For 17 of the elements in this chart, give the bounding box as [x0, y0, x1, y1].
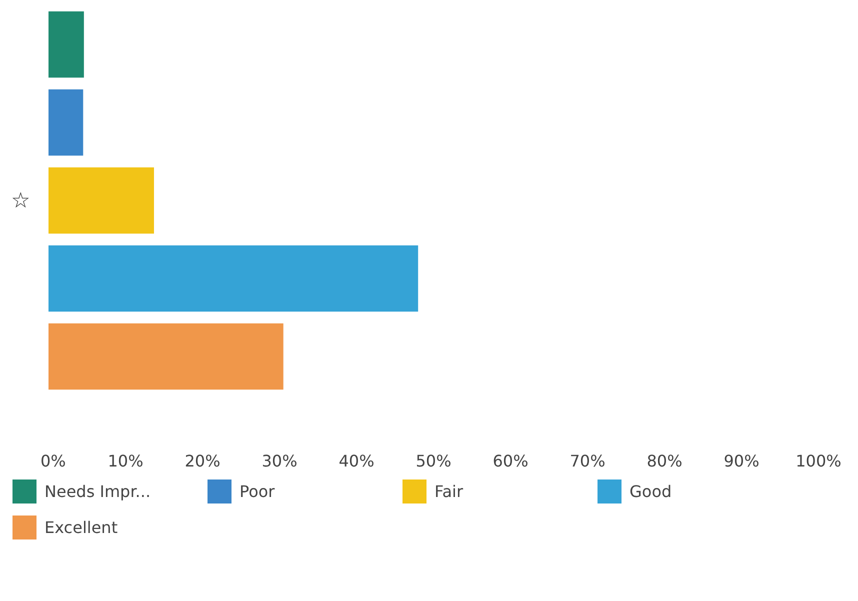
x-tick-label: 10% — [108, 452, 144, 470]
x-tick-label: 80% — [646, 452, 682, 470]
x-tick-label: 60% — [492, 452, 528, 470]
x-tick-label: 20% — [184, 452, 220, 470]
x-tick-label: 50% — [416, 452, 452, 470]
x-tick-label: 40% — [338, 452, 374, 470]
legend-label: Excellent — [44, 518, 118, 537]
x-tick-label: 70% — [570, 452, 606, 470]
legend-label: Poor — [240, 482, 276, 501]
x-tick-label: 30% — [262, 452, 298, 470]
text: ☆ — [11, 188, 30, 212]
legend-label: Needs Impr... — [44, 482, 151, 501]
legend-label: Fair — [434, 482, 464, 501]
legend-label: Good — [630, 482, 672, 501]
x-tick-label: 90% — [724, 452, 760, 470]
x-tick-label: 100% — [796, 452, 842, 470]
x-tick-label: 0% — [40, 452, 66, 470]
